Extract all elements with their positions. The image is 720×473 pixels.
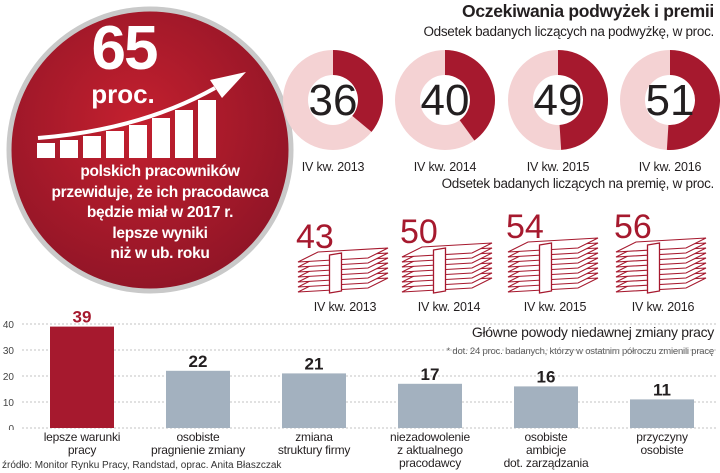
banknote-band [432,247,447,294]
donut-segment-2 [558,50,608,150]
bonus-subtitle: Odsetek badanych liczących na premię, w … [441,176,715,191]
donut-2: 49 [508,50,608,150]
banknote [507,237,599,253]
reason-bar-5 [630,399,694,428]
reasons-bar-chart: 0 10 20 30 40 39 22 21 17 16 11 [3,308,718,430]
donut-segment-3 [666,50,720,150]
reason-bar-0 [50,326,114,428]
y-tick-label: 30 [3,346,15,357]
reason-category-0: lepsze warunki pracy [43,430,121,457]
donut-year-label-1: IV kw. 2014 [413,160,477,174]
reason-value-3: 17 [421,365,440,384]
growth-bars-icon [37,100,216,158]
reason-value-4: 16 [537,367,556,386]
reason-category-3: niezadowolenie z aktualnego pracodawcy [390,430,470,470]
banknote-band [646,242,661,294]
donut-0: 36 [283,50,383,150]
money-stack-3: 56 [614,208,707,294]
banknote-band [328,252,343,294]
reason-category-5: przyczyny osobiste [636,430,688,457]
money-stack-1: 50 [400,213,493,294]
donut-segment-1 [445,50,495,141]
reason-value-5: 11 [653,380,671,399]
reason-value-1: 22 [189,352,208,371]
donut-year-label-0: IV kw. 2013 [301,160,365,174]
donut-value-3: 51 [646,76,695,125]
bonus-year-label-3: IV kw. 2016 [631,300,695,314]
bonus-year-label-1: IV kw. 2014 [417,300,481,314]
bonus-year-label-0: IV kw. 2013 [313,300,377,314]
reason-category-1: osobiste pragnienie zmiany [151,430,245,457]
donut-value-0: 36 [309,76,358,125]
bonus-value-0: 43 [296,218,334,256]
money-stack-2: 54 [506,208,599,294]
bonus-value-2: 54 [506,208,544,246]
y-tick-label: 10 [3,398,15,409]
banknote [401,242,493,258]
banknote-band [538,242,553,294]
reason-value-2: 21 [305,354,324,373]
raise-subtitle: Odsetek badanych liczących na podwyżkę, … [423,24,714,39]
reason-bar-1 [166,370,230,428]
bonus-value-3: 56 [614,208,652,246]
reason-category-4: osobiste ambicje dot. zarządzania [503,430,589,470]
donut-3: 51 [620,50,720,150]
donut-value-2: 49 [534,76,583,125]
reason-category-2: zmiana struktury firmy [277,430,351,457]
donut-value-1: 40 [421,76,470,125]
highlight-caption: polskich pracowników przewiduje, że ich … [51,163,269,262]
donut-year-label-2: IV kw. 2015 [526,160,590,174]
y-tick-label: 20 [3,372,15,383]
money-stack-0: 43 [296,218,389,294]
y-tick-label: 40 [3,320,15,331]
reason-value-0: 39 [73,308,92,327]
reason-bar-2 [282,373,346,428]
main-title: Oczekiwania podwyżek i premii [462,1,714,21]
highlight-unit: proc. [91,79,155,109]
bonus-stacks-chart: 43 50 54 56 [296,208,707,294]
reasons-title: Główne powody niedawnej zmiany pracy [471,324,714,340]
highlight-circle-graphic [6,6,294,294]
reasons-note: * dot. 24 proc. badanych, którzy w ostat… [446,346,714,357]
y-tick-label: 0 [8,424,14,430]
banknote [615,237,707,253]
raise-donut-chart: 36 40 49 51 [283,50,720,150]
bonus-year-label-2: IV kw. 2015 [523,300,587,314]
donut-segment-0 [333,50,383,132]
donut-year-label-3: IV kw. 2016 [638,160,702,174]
source-note: źródło: Monitor Rynku Pracy, Randstad, o… [2,460,282,471]
bonus-value-1: 50 [400,213,438,251]
banknote [297,247,389,263]
trend-arrow-icon [37,86,216,140]
highlight-value: 65 [91,14,159,83]
reason-bar-4 [514,386,578,428]
donut-1: 40 [395,50,495,150]
reason-bar-3 [398,383,462,428]
